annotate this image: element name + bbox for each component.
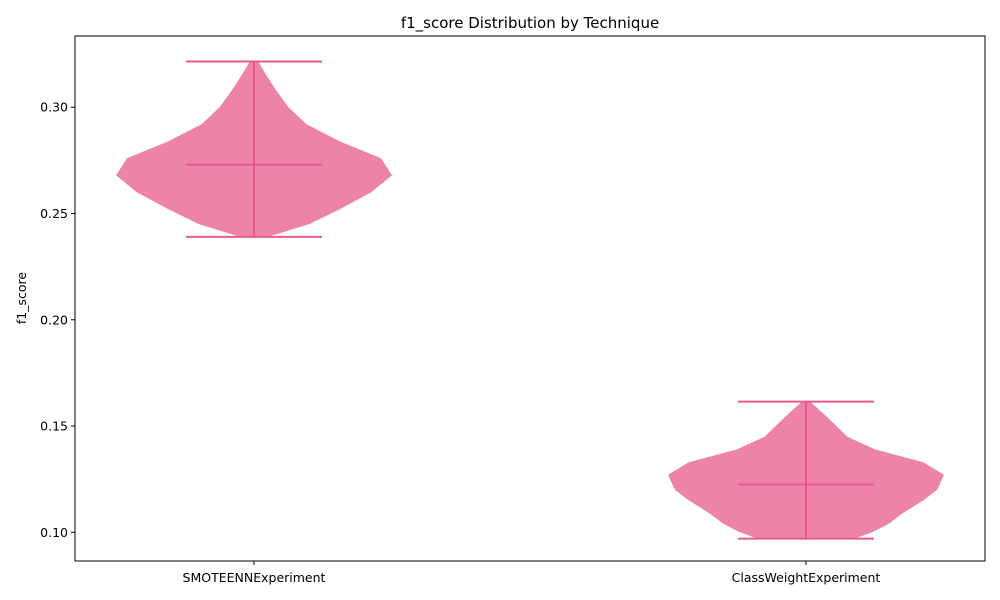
- x-tick-label: ClassWeightExperiment: [732, 570, 881, 585]
- y-axis-label: f1_score: [14, 272, 29, 325]
- plot-frame: [74, 35, 986, 562]
- x-axis: SMOTEENNExperiment ClassWeightExperiment: [183, 561, 881, 585]
- y-tick-label: 0.10: [40, 525, 68, 540]
- chart-title: f1_score Distribution by Technique: [401, 14, 659, 33]
- x-tick-label: SMOTEENNExperiment: [183, 570, 326, 585]
- y-tick-label: 0.30: [40, 100, 68, 115]
- y-axis: 0.10 0.15 0.20 0.25 0.30: [40, 100, 75, 540]
- y-tick-label: 0.15: [40, 419, 68, 434]
- y-tick-label: 0.25: [40, 206, 68, 221]
- plot-area: [116, 60, 944, 540]
- y-tick-label: 0.20: [40, 312, 68, 327]
